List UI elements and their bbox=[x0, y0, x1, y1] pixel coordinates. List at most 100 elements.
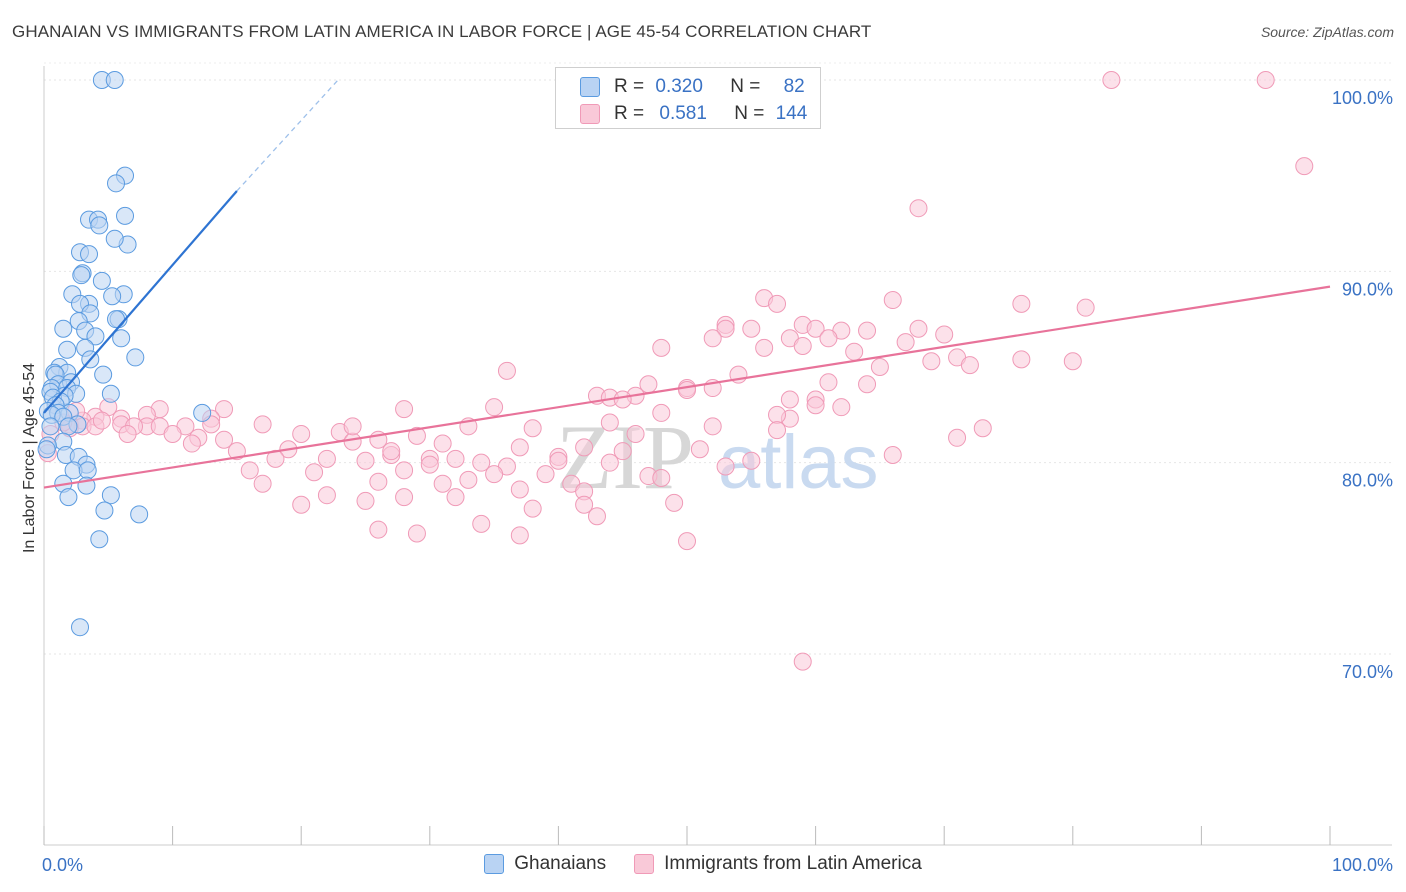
latin-america-point bbox=[652, 403, 671, 422]
latin-america-point bbox=[497, 361, 516, 380]
latin-america-point bbox=[536, 465, 555, 484]
latin-america-point bbox=[1012, 350, 1031, 369]
x-tick-label-min: 0.0% bbox=[42, 855, 83, 875]
latin-america-point bbox=[317, 449, 336, 468]
latin-america-point bbox=[215, 400, 234, 419]
latin-america-point bbox=[472, 514, 491, 533]
ghanaian-point bbox=[94, 365, 113, 384]
latin-america-points bbox=[38, 71, 1314, 671]
latin-america-point bbox=[433, 474, 452, 493]
ghanaian-point bbox=[72, 266, 91, 285]
ghanaian-point bbox=[41, 417, 60, 436]
stats-legend: R = 0.320 N = 82 R = 0.581 N = 144 bbox=[555, 67, 821, 129]
latin-america-point bbox=[407, 426, 426, 445]
latin-america-point bbox=[395, 488, 414, 507]
latin-america-point bbox=[395, 461, 414, 480]
latin-america-point bbox=[1076, 298, 1095, 317]
latin-america-point bbox=[369, 520, 388, 539]
latin-america-point bbox=[575, 495, 594, 514]
latin-america-point bbox=[549, 451, 568, 470]
source-label: Source: ZipAtlas.com bbox=[1260, 24, 1394, 40]
latin-america-point bbox=[1063, 352, 1082, 371]
latin-america-point bbox=[472, 453, 491, 472]
ghanaian-point bbox=[101, 486, 120, 505]
latin-america-point bbox=[163, 424, 182, 443]
ghanaian-point bbox=[92, 271, 111, 290]
latin-america-point bbox=[613, 442, 632, 461]
legend-r-label: R = bbox=[614, 103, 645, 124]
latin-america-point bbox=[922, 352, 941, 371]
latin-america-point bbox=[600, 453, 619, 472]
legend-r-value: 0.320 bbox=[655, 76, 703, 97]
latin-america-point bbox=[1295, 157, 1314, 176]
watermark-atlas: atlas bbox=[718, 420, 879, 505]
latin-america-point bbox=[182, 434, 201, 453]
legend-label-latin-america: Immigrants from Latin America bbox=[664, 853, 922, 874]
latin-america-point bbox=[742, 451, 761, 470]
latin-america-point bbox=[1102, 71, 1121, 89]
latin-america-point bbox=[510, 526, 529, 545]
latin-america-point bbox=[575, 438, 594, 457]
latin-america-point bbox=[883, 446, 902, 465]
latin-america-point bbox=[845, 342, 864, 361]
latin-america-point bbox=[240, 461, 259, 480]
latin-america-point bbox=[510, 480, 529, 499]
latin-america-point bbox=[92, 411, 111, 430]
latin-america-point bbox=[716, 319, 735, 338]
latin-america-point bbox=[678, 380, 696, 399]
latin-america-point bbox=[523, 499, 542, 518]
ghanaian-point bbox=[107, 174, 126, 193]
latin-america-point bbox=[806, 319, 825, 338]
latin-america-point bbox=[433, 434, 452, 453]
latin-america-point bbox=[703, 417, 722, 436]
latin-america-point bbox=[459, 470, 478, 489]
ghanaian-point bbox=[86, 327, 105, 346]
latin-america-point bbox=[369, 472, 388, 491]
chart-title: GHANAIAN VS IMMIGRANTS FROM LATIN AMERIC… bbox=[12, 22, 872, 41]
trend-lines bbox=[43, 77, 1331, 489]
latin-america-trend-line bbox=[43, 285, 1331, 489]
ghanaian-point bbox=[71, 618, 90, 637]
latin-america-point bbox=[780, 390, 799, 409]
y-tick-label: 80.0% bbox=[1342, 471, 1393, 491]
y-axis-label: In Labor Force | Age 45-54 bbox=[21, 362, 38, 554]
latin-america-point bbox=[870, 358, 889, 376]
legend-label-ghanaians: Ghanaians bbox=[514, 853, 607, 874]
legend-n-value: 82 bbox=[783, 76, 805, 97]
ghanaian-point bbox=[107, 310, 126, 329]
ghanaian-point bbox=[130, 505, 149, 524]
legend-item-latin-america[interactable]: Immigrants from Latin America bbox=[634, 853, 922, 875]
latin-america-point bbox=[485, 398, 504, 417]
ghanaian-point bbox=[58, 340, 77, 359]
latin-america-point bbox=[768, 421, 787, 440]
latin-america-point bbox=[292, 495, 311, 514]
latin-america-point bbox=[1012, 294, 1031, 313]
legend-item-ghanaians[interactable]: Ghanaians bbox=[484, 853, 606, 875]
ghanaian-point bbox=[103, 287, 122, 306]
latin-america-point bbox=[883, 291, 902, 310]
ghanaian-point bbox=[54, 319, 73, 338]
legend-r-label: R = bbox=[614, 76, 645, 97]
latin-america-point bbox=[600, 413, 619, 432]
latin-america-point bbox=[703, 329, 722, 348]
latin-america-point bbox=[716, 457, 735, 476]
latin-america-point bbox=[652, 338, 671, 357]
legend-n-value: 144 bbox=[775, 103, 808, 124]
latin-america-point bbox=[755, 338, 774, 357]
latin-america-point bbox=[832, 398, 851, 417]
latin-america-point bbox=[626, 424, 645, 443]
latin-america-point bbox=[909, 319, 928, 338]
ghanaian-point bbox=[105, 71, 124, 89]
latin-america-point bbox=[395, 400, 414, 419]
series-legend: Ghanaians Immigrants from Latin America bbox=[0, 851, 1406, 877]
latin-america-point bbox=[806, 396, 825, 415]
ghanaian-trend-line bbox=[43, 190, 238, 414]
latin-america-point bbox=[678, 532, 696, 551]
latin-america-point bbox=[227, 442, 246, 461]
latin-america-point bbox=[652, 468, 671, 487]
latin-america-point bbox=[253, 415, 272, 434]
legend-swatch-blue bbox=[484, 854, 505, 874]
latin-america-point bbox=[356, 451, 375, 470]
latin-america-point bbox=[948, 428, 967, 447]
